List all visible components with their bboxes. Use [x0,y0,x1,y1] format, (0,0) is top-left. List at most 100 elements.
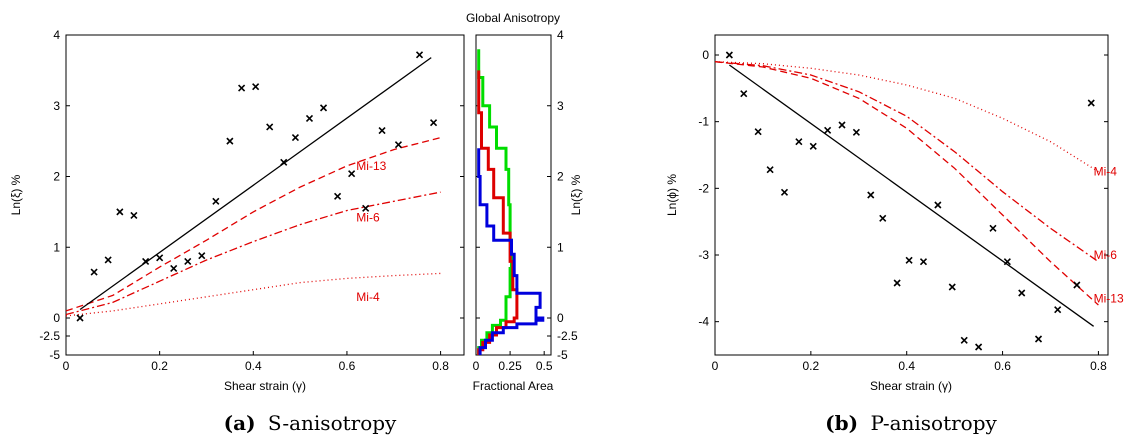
ytick-label: 2 [53,170,60,184]
ytick-label: 3 [53,99,60,113]
data-point [1087,99,1095,107]
data-point [905,256,913,264]
xtick-label: 0.5 [536,359,553,373]
ytick-label: 2 [557,170,564,184]
data-point [1003,258,1011,266]
data-point [824,126,832,134]
data-point [879,214,887,222]
ytick-label: 1 [557,240,564,254]
p-anisotropy-points [725,51,1095,351]
xtick-label: 0.2 [151,359,168,373]
p-anisotropy-axes-box [714,34,1109,356]
data-point [893,279,901,287]
data-point [1073,281,1081,289]
s-anisotropy-curves [65,57,441,317]
xtick-label: 0.2 [803,359,820,373]
svg-text:(a) S-anisotropy: (a) S-anisotropy [224,411,397,435]
series-label-mi-13: Mi-13 [356,159,386,173]
data-point [305,114,314,123]
s-anisotropy-axes-box [65,34,465,356]
data-point [754,128,762,136]
data-point [975,343,983,351]
ytick-label: -3 [698,248,709,262]
caption-b: (b) P-anisotropy [825,411,997,435]
model-curve-mi-13 [714,61,1099,306]
fit-line [728,64,1095,327]
data-point [867,191,875,199]
data-point [198,252,206,260]
data-point [184,257,192,265]
series-label-mi-13: Mi-13 [1094,291,1124,305]
ytick-label: 0 [557,311,564,325]
data-point [809,142,817,150]
caption-a: (a) S-anisotropy [224,411,397,435]
area-profile-line-0 [477,49,513,355]
ytick-label-lower: -2.5 [557,329,578,343]
data-point [795,138,803,146]
s-anisotropy-series-labels: Mi-13 Mi-6 Mi-4 [356,159,386,304]
data-point [919,258,928,266]
data-point [852,128,860,136]
data-point [226,137,234,145]
p-anisotropy-series-labels: Mi-4 Mi-6 Mi-13 [1094,165,1124,306]
xtick-label: 0.6 [994,359,1011,373]
xtick-label: 0 [473,359,480,373]
ytick-label-lower: -2.5 [39,329,60,343]
xtick-label: 0.8 [432,359,449,373]
p-anisotropy-xlabel: Shear strain (γ) [870,379,952,393]
s-anisotropy-ticks: 0 0.2 0.4 0.6 0.8 0 1 2 3 4 -2.5 -5 [39,28,464,373]
s-anisotropy-xlabel: Shear strain (γ) [224,379,306,393]
ytick-label: -4 [698,315,709,329]
data-point [266,123,274,131]
ytick-label: -1 [698,115,709,129]
data-point [212,197,220,205]
global-anisotropy-ticks: 0 0.25 0.5 0 1 2 3 4 -2.5 -5 [473,28,578,373]
data-point [725,51,733,59]
p-anisotropy-ticks: 0 0.2 0.4 0.6 0.8 0 -1 -2 -3 -4 [698,48,1108,373]
caption-b-letter: (b) [825,411,858,435]
global-anisotropy-title: Global Anisotropy [466,11,560,25]
global-anisotropy-panel: 0 0.25 0.5 0 1 2 3 4 -2.5 -5 Global Anisotropy Fr… [466,11,583,393]
data-point [130,211,138,219]
series-label-mi-4: Mi-4 [1094,165,1118,179]
xtick-label: 0.4 [245,359,262,373]
model-curve-mi-6 [65,191,441,316]
data-point [378,126,386,135]
caption-b-text: P-anisotropy [870,411,997,435]
xtick-label: 0.4 [898,359,915,373]
global-anisotropy-lines [477,49,545,355]
series-label-mi-4: Mi-4 [356,290,380,304]
data-point [362,204,370,212]
data-point [948,283,956,291]
global-anisotropy-xlabel: Fractional Area [473,379,554,393]
data-point [291,134,300,142]
data-point [104,256,112,264]
series-label-mi-6: Mi-6 [356,211,380,225]
data-point [116,208,124,216]
global-anisotropy-axes-box [475,34,552,356]
data-point [429,119,438,127]
fit-line [79,57,432,311]
data-point [252,83,260,91]
model-curve-mi-13 [65,136,441,312]
ytick-label: -2 [698,181,709,195]
data-point [319,104,328,112]
ytick-label: 0 [53,311,60,325]
data-point [90,268,98,276]
data-point [280,158,288,166]
ytick-label: 0 [702,48,709,62]
ytick-label: 1 [53,240,60,254]
caption-a-letter: (a) [224,411,256,435]
p-anisotropy-panel: 0 0.2 0.4 0.6 0.8 0 -1 -2 -3 -4 Mi-4 Mi-6 Mi-13 She… [665,34,1124,393]
data-point [238,84,246,92]
data-point [960,336,968,344]
data-point [780,188,789,196]
data-point [934,201,942,209]
s-anisotropy-points [76,51,438,322]
ytick-label: 4 [557,28,564,42]
data-point [838,121,846,129]
data-point [348,170,356,178]
global-anisotropy-ylabel: Ln(ξ) % [569,174,583,215]
data-point [740,90,748,98]
